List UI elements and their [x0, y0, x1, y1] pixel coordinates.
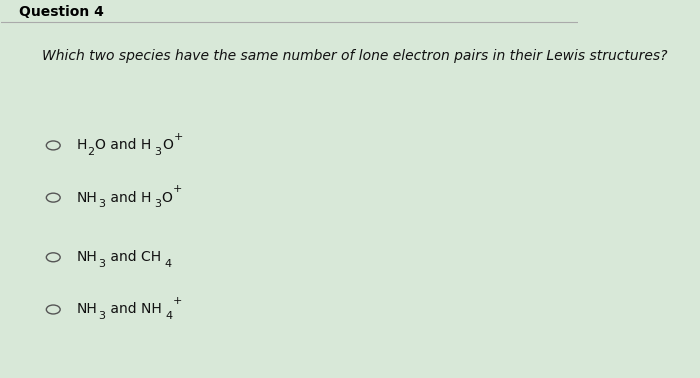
Text: 3: 3 [155, 147, 162, 157]
Text: 3: 3 [98, 311, 105, 321]
Text: O: O [162, 191, 172, 204]
Text: Question 4: Question 4 [19, 5, 104, 19]
Text: O: O [162, 138, 173, 152]
Text: 4: 4 [165, 311, 172, 321]
Text: NH: NH [76, 191, 97, 204]
Text: 3: 3 [98, 259, 105, 269]
Text: +: + [173, 184, 182, 194]
Text: +: + [173, 296, 182, 306]
Text: and H: and H [106, 191, 151, 204]
Text: and CH: and CH [106, 250, 161, 264]
Text: NH: NH [76, 250, 97, 264]
Text: 3: 3 [154, 199, 161, 209]
Text: Which two species have the same number of lone electron pairs in their Lewis str: Which two species have the same number o… [42, 49, 667, 63]
Text: H: H [76, 138, 87, 152]
Text: 3: 3 [98, 199, 105, 209]
Text: NH: NH [76, 302, 97, 316]
Text: +: + [174, 132, 183, 142]
Text: 4: 4 [164, 259, 172, 269]
Text: O and H: O and H [95, 138, 151, 152]
Text: 2: 2 [88, 147, 94, 157]
Text: and NH: and NH [106, 302, 162, 316]
